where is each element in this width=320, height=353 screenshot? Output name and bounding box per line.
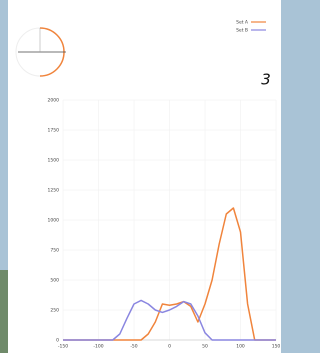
x-tick-label: 150 <box>272 344 281 350</box>
y-tick-label: 750 <box>50 248 59 254</box>
x-tick-label: -150 <box>58 344 68 350</box>
y-tick-label: 1250 <box>48 188 60 194</box>
legend-label: Set B <box>236 28 248 34</box>
x-tick-label: 50 <box>202 344 208 350</box>
x-tick-label: -50 <box>130 344 137 350</box>
y-tick-label: 1750 <box>48 128 60 134</box>
panel <box>8 0 281 353</box>
legend-label: Set A <box>236 20 249 26</box>
y-tick-label: 1000 <box>48 218 60 224</box>
annotation: 3 <box>261 71 271 89</box>
y-tick-label: 500 <box>50 278 59 284</box>
chart: 3 025050075010001250150017502000-150-100… <box>0 0 287 353</box>
y-tick-label: 0 <box>56 338 59 344</box>
y-tick-label: 2000 <box>48 98 60 104</box>
x-tick-label: 0 <box>168 344 171 350</box>
x-tick-label: -100 <box>93 344 103 350</box>
y-tick-label: 1500 <box>48 158 60 164</box>
x-tick-label: 100 <box>236 344 245 350</box>
y-tick-label: 250 <box>50 308 59 314</box>
